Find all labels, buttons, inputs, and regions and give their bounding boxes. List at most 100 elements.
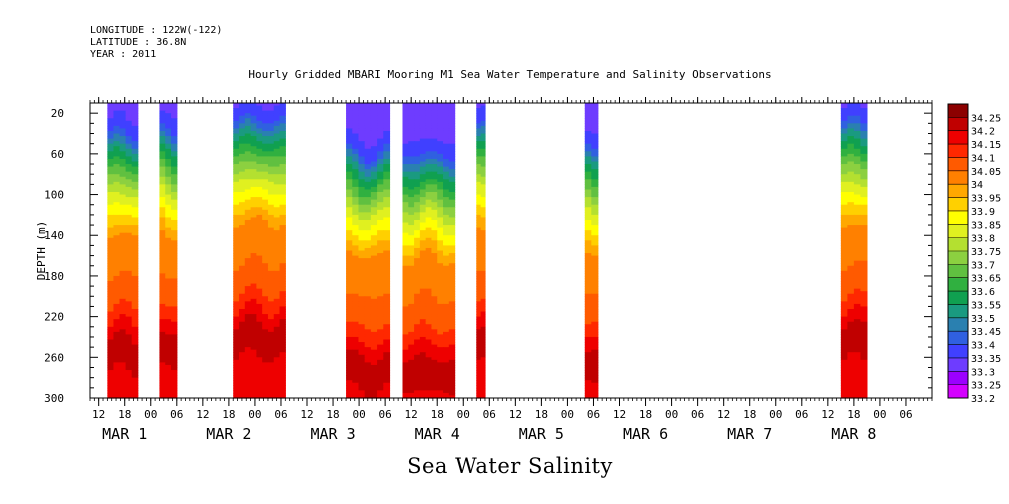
salinity-cell xyxy=(119,232,127,236)
salinity-cell xyxy=(860,240,868,244)
salinity-cell xyxy=(402,105,409,109)
salinity-cell xyxy=(419,253,427,257)
salinity-cell xyxy=(165,227,172,231)
salinity-cell xyxy=(113,128,121,132)
salinity-cell xyxy=(267,181,275,185)
salinity-cell xyxy=(448,321,456,325)
salinity-cell xyxy=(239,342,246,346)
salinity-cell xyxy=(244,212,252,216)
salinity-cell xyxy=(364,133,372,137)
salinity-cell xyxy=(159,174,166,178)
salinity-cell xyxy=(419,113,427,117)
salinity-cell xyxy=(425,204,433,208)
salinity-cell xyxy=(847,321,855,325)
salinity-cell xyxy=(377,151,384,155)
salinity-cell xyxy=(860,311,868,315)
salinity-cell xyxy=(431,219,438,224)
salinity-cell xyxy=(431,301,438,305)
salinity-cell xyxy=(584,278,592,282)
salinity-cell xyxy=(370,385,378,389)
salinity-cell xyxy=(840,237,848,241)
salinity-cell xyxy=(584,303,592,308)
salinity-cell xyxy=(383,146,391,150)
salinity-cell xyxy=(425,227,433,231)
salinity-cell xyxy=(476,153,482,157)
salinity-cell xyxy=(408,347,415,351)
salinity-cell xyxy=(159,390,166,394)
salinity-cell xyxy=(239,212,246,216)
salinity-cell xyxy=(358,296,366,300)
salinity-cell xyxy=(584,202,592,206)
salinity-cell xyxy=(419,202,427,206)
salinity-cell xyxy=(159,169,166,173)
salinity-cell xyxy=(480,334,486,338)
salinity-cell xyxy=(431,202,438,206)
salinity-cell xyxy=(402,275,409,280)
salinity-cell xyxy=(853,118,861,122)
salinity-cell xyxy=(239,219,246,224)
salinity-cell xyxy=(244,392,252,397)
salinity-cell xyxy=(159,120,166,124)
salinity-cell xyxy=(273,265,281,269)
salinity-cell xyxy=(131,359,139,363)
salinity-cell xyxy=(414,184,421,188)
salinity-cell xyxy=(443,174,450,178)
salinity-cell xyxy=(273,153,281,157)
salinity-cell xyxy=(480,105,486,109)
salinity-cell xyxy=(346,387,353,391)
salinity-cell xyxy=(448,225,456,229)
salinity-cell xyxy=(346,212,353,216)
salinity-cell xyxy=(171,204,178,208)
salinity-cell xyxy=(159,344,166,348)
salinity-cell xyxy=(125,125,133,130)
salinity-cell xyxy=(408,278,415,282)
salinity-cell xyxy=(352,148,360,152)
salinity-cell xyxy=(233,367,240,371)
salinity-cell xyxy=(107,118,115,122)
salinity-cell xyxy=(346,143,353,147)
salinity-cell xyxy=(860,372,868,376)
salinity-cell xyxy=(267,370,275,374)
salinity-cell xyxy=(408,270,415,274)
salinity-cell xyxy=(847,123,855,127)
salinity-cell xyxy=(419,258,427,262)
salinity-cell xyxy=(476,387,482,391)
salinity-cell xyxy=(358,308,366,313)
salinity-cell xyxy=(250,158,257,163)
salinity-cell xyxy=(383,219,391,224)
salinity-cell xyxy=(377,103,384,107)
salinity-cell xyxy=(402,334,409,338)
salinity-cell xyxy=(419,161,427,165)
salinity-cell xyxy=(119,311,127,315)
salinity-cell xyxy=(165,123,172,127)
salinity-cell xyxy=(358,372,366,376)
salinity-cell xyxy=(131,324,139,328)
salinity-cell xyxy=(262,347,269,351)
salinity-cell xyxy=(591,395,599,399)
salinity-cell xyxy=(591,164,599,168)
salinity-cell xyxy=(584,380,592,384)
salinity-cell xyxy=(159,151,166,155)
salinity-cell xyxy=(370,344,378,348)
salinity-cell xyxy=(352,217,360,221)
salinity-cell xyxy=(853,370,861,374)
salinity-cell xyxy=(131,387,139,391)
salinity-cell xyxy=(408,326,415,330)
salinity-cell xyxy=(233,278,240,282)
salinity-cell xyxy=(250,306,257,310)
salinity-cell xyxy=(352,268,360,272)
salinity-cell xyxy=(233,186,240,191)
salinity-cell xyxy=(425,339,433,343)
salinity-cell xyxy=(377,169,384,173)
salinity-cell xyxy=(584,321,592,325)
salinity-cell xyxy=(437,204,444,208)
salinity-cell xyxy=(448,202,456,206)
salinity-cell xyxy=(437,311,444,315)
salinity-cell xyxy=(370,146,378,150)
salinity-cell xyxy=(419,186,427,191)
salinity-cell xyxy=(431,296,438,300)
salinity-cell xyxy=(131,260,139,264)
salinity-cell xyxy=(383,354,391,358)
salinity-cell xyxy=(364,222,372,226)
